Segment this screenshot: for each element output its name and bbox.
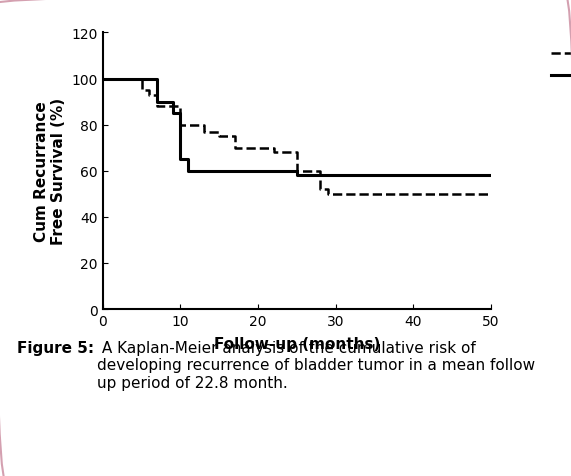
Control	[154, 92, 160, 99]
Treatment	[185, 157, 192, 163]
Treatment	[317, 173, 324, 179]
Treatment	[488, 173, 494, 179]
Control	[293, 169, 300, 174]
Treatment	[185, 169, 192, 174]
Treatment	[154, 77, 160, 82]
Control	[146, 92, 153, 99]
Control	[138, 88, 145, 94]
Control	[231, 134, 238, 140]
Control	[317, 169, 324, 174]
Treatment	[317, 173, 324, 179]
Line: Control: Control	[103, 79, 491, 194]
Control	[324, 187, 331, 193]
Control	[293, 150, 300, 156]
Treatment	[154, 99, 160, 105]
Treatment	[177, 111, 184, 117]
Treatment	[169, 111, 176, 117]
Treatment	[177, 157, 184, 163]
Control	[317, 187, 324, 193]
Control	[216, 134, 223, 140]
Control	[177, 122, 184, 128]
Control	[177, 104, 184, 110]
Control	[270, 146, 277, 151]
Control	[216, 129, 223, 135]
Text: A Kaplan-Meier analysis of the cumulative risk of
developing recurrence of bladd: A Kaplan-Meier analysis of the cumulativ…	[96, 340, 534, 390]
Control	[324, 191, 331, 197]
Control	[154, 104, 160, 110]
Treatment	[293, 173, 300, 179]
Line: Treatment: Treatment	[103, 79, 491, 176]
Control	[200, 129, 207, 135]
Control	[200, 122, 207, 128]
Control	[270, 150, 277, 156]
Control	[138, 77, 145, 82]
Y-axis label: Cum Recurrance
Free Survival (%): Cum Recurrance Free Survival (%)	[34, 98, 66, 245]
Treatment	[99, 77, 106, 82]
Legend: Control, Treatment: Control, Treatment	[545, 41, 571, 91]
Control	[99, 77, 106, 82]
Text: Figure 5:: Figure 5:	[17, 340, 94, 355]
Treatment	[293, 169, 300, 174]
Treatment	[169, 99, 176, 105]
Control	[488, 191, 494, 197]
Control	[146, 88, 153, 94]
X-axis label: Follow-up (months): Follow-up (months)	[214, 337, 380, 351]
Control	[231, 146, 238, 151]
